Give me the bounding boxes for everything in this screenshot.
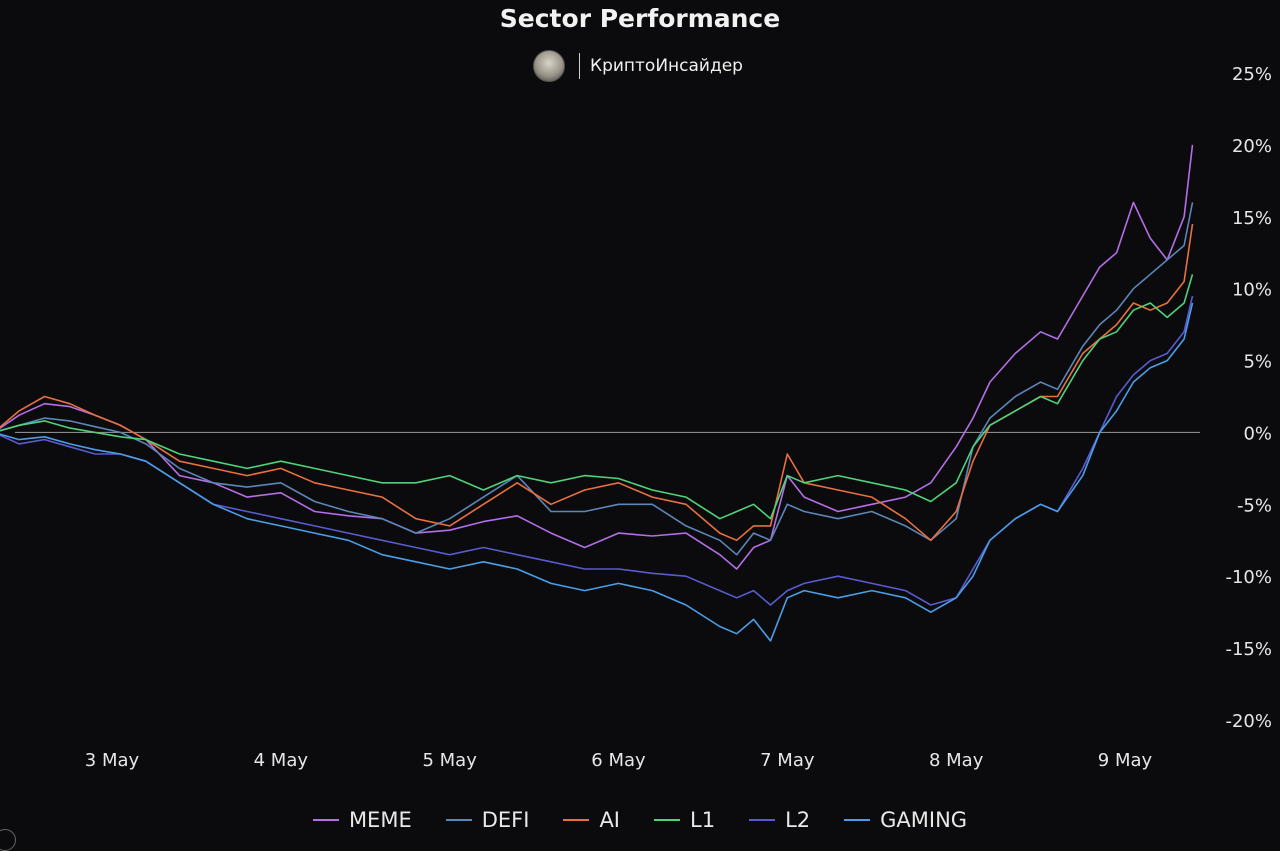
- brand-divider: [579, 53, 580, 79]
- legend-swatch: [844, 819, 871, 821]
- x-axis: 3 May 4 May 5 May 6 May 7 May 8 May 9 May: [85, 750, 1153, 771]
- series-line-l1: [0, 274, 1194, 520]
- legend-label: L2: [785, 808, 811, 832]
- y-tick-label: 0%: [1243, 423, 1272, 444]
- legend-swatch: [749, 819, 776, 821]
- legend-item-meme[interactable]: MEME: [312, 808, 412, 832]
- x-tick-label: 7 May: [760, 750, 815, 771]
- legend-label: GAMING: [880, 808, 968, 832]
- y-tick-label: -10%: [1225, 567, 1272, 588]
- channel-brand[interactable]: КриптоИнсайдер: [533, 49, 743, 83]
- series-line-gaming: [0, 302, 1194, 642]
- y-tick-label: 5%: [1243, 352, 1272, 373]
- legend-label: AI: [599, 808, 620, 832]
- y-tick-label: 25%: [1232, 64, 1272, 85]
- x-tick-label: 3 May: [85, 750, 140, 771]
- legend-label: MEME: [348, 808, 412, 832]
- x-tick-label: 4 May: [254, 750, 309, 771]
- legend-item-gaming[interactable]: GAMING: [844, 808, 967, 832]
- y-tick-label: 15%: [1232, 208, 1272, 229]
- series-line-ai: [0, 223, 1194, 542]
- series-line-l2: [0, 295, 1194, 606]
- legend-label: DEFI: [481, 808, 530, 832]
- x-tick-label: 8 May: [929, 750, 984, 771]
- channel-name: КриптоИнсайдер: [590, 56, 743, 76]
- x-tick-label: 9 May: [1098, 750, 1153, 771]
- series-line-meme: [0, 144, 1194, 570]
- x-tick-label: 5 May: [422, 750, 477, 771]
- legend-item-l1[interactable]: L1: [654, 808, 715, 832]
- legend-item-ai[interactable]: AI: [563, 808, 620, 832]
- x-tick-label: 6 May: [591, 750, 646, 771]
- y-tick-label: 10%: [1232, 280, 1272, 301]
- legend-swatch: [312, 819, 339, 821]
- chart-legend: MEME DEFI AI L1 L2 GAMING: [0, 808, 1280, 832]
- legend-item-defi[interactable]: DEFI: [445, 808, 530, 832]
- legend-swatch: [445, 819, 472, 821]
- legend-swatch: [654, 819, 680, 821]
- y-tick-label: -20%: [1225, 711, 1272, 732]
- info-icon[interactable]: [0, 829, 16, 851]
- chart-title: Sector Performance: [499, 4, 781, 33]
- legend-swatch: [563, 819, 590, 821]
- legend-item-l2[interactable]: L2: [749, 808, 810, 832]
- channel-avatar: [533, 50, 565, 82]
- y-tick-label: 20%: [1232, 136, 1272, 157]
- y-tick-label: -15%: [1225, 639, 1272, 660]
- y-axis: 25% 20% 15% 10% 5% 0% -5% -10% -15% -20%: [1225, 64, 1272, 732]
- series-line-defi: [0, 202, 1194, 556]
- y-tick-label: -5%: [1237, 495, 1272, 516]
- series-lines: [0, 144, 1194, 642]
- line-chart: 25% 20% 15% 10% 5% 0% -5% -10% -15% -20% 3 May 4 M…: [0, 64, 1272, 771]
- legend-label: L1: [690, 808, 716, 832]
